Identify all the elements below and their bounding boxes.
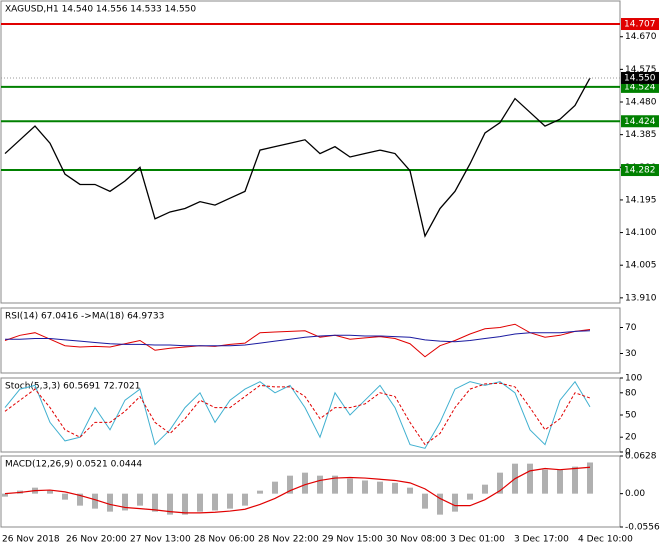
histogram-bar (257, 490, 263, 494)
histogram-bar (422, 493, 428, 509)
histogram-bar (557, 469, 563, 494)
histogram-bar (122, 493, 128, 511)
y-tick-label: 14.480 (625, 98, 657, 108)
histogram-bar (137, 493, 143, 506)
level-label: 14.707 (624, 20, 656, 30)
x-tick-label: 27 Nov 13:00 (130, 535, 191, 545)
histogram-bar (287, 475, 293, 494)
histogram-bar (392, 482, 398, 494)
histogram-bar (347, 478, 353, 494)
histogram-bar (272, 481, 278, 494)
y-tick-label: 14.575 (625, 65, 657, 75)
series-line (4, 382, 591, 446)
level-tag (621, 164, 659, 177)
x-tick-label: 30 Nov 08:00 (386, 535, 447, 545)
x-tick-label: 29 Nov 15:00 (322, 535, 383, 545)
series-line (4, 77, 591, 238)
y-tick-label: 70 (625, 323, 637, 333)
histogram-bar (182, 493, 188, 515)
histogram-bar (407, 487, 413, 494)
histogram-bar (377, 481, 383, 494)
price-label: 14.550 (624, 73, 656, 83)
y-tick-label: 14.670 (625, 32, 657, 42)
histogram-bar (527, 463, 533, 494)
x-tick-label: 28 Nov 06:00 (194, 535, 255, 545)
histogram-bar (77, 493, 83, 506)
panel-title: RSI(14) 67.0416 ->MA(18) 64.9733 (5, 312, 164, 322)
y-tick-label: 14.385 (625, 130, 657, 140)
histogram-bar (227, 493, 233, 509)
histogram-bar (497, 472, 503, 494)
histogram-bar (332, 475, 338, 494)
level-label: 14.282 (624, 166, 656, 176)
histogram-bar (317, 475, 323, 494)
histogram-bar (62, 493, 68, 500)
histogram-bar (242, 493, 248, 506)
x-tick-label: 28 Nov 22:00 (258, 535, 319, 545)
series-line (5, 330, 591, 347)
histogram-bar (2, 493, 8, 497)
panel-title: XAGUSD,H1 14.540 14.556 14.533 14.550 (5, 5, 196, 15)
y-tick-label: 0.0628 (625, 452, 657, 462)
histogram-bar (302, 472, 308, 494)
histogram-bar (587, 462, 593, 494)
histogram-bar (152, 493, 158, 512)
histogram-bar (452, 493, 458, 512)
series-line (4, 466, 591, 514)
level-tag (621, 115, 659, 128)
histogram-bar (107, 493, 113, 512)
y-tick-label: 20 (625, 433, 637, 443)
series-line (4, 323, 591, 358)
histogram-bar (197, 493, 203, 512)
y-tick-label: 14.005 (625, 261, 657, 271)
x-tick-label: 3 Dec 01:00 (450, 535, 505, 545)
histogram-bar (437, 493, 443, 515)
x-tick-label: 26 Nov 20:00 (66, 535, 127, 545)
x-tick-label: 26 Nov 2018 (2, 535, 60, 545)
histogram-bar (47, 490, 53, 494)
y-tick-label: 100 (625, 374, 642, 384)
histogram-bar (467, 493, 473, 500)
y-tick-label: 0 (625, 448, 631, 458)
price-tag (621, 71, 659, 84)
level-tag (621, 18, 659, 31)
series-line (4, 380, 591, 449)
y-tick-label: 14.100 (625, 228, 657, 238)
y-tick-label: 0.00 (625, 489, 645, 499)
x-tick-label: 3 Dec 17:00 (514, 535, 569, 545)
y-tick-label: 30 (625, 349, 637, 359)
histogram-bar (362, 480, 368, 494)
y-tick-label: -0.0556 (625, 523, 660, 533)
panel-title: MACD(12,26,9) 0.0521 0.0444 (5, 460, 142, 470)
panel-title: Stoch(5,3,3) 60.5691 72.7021 (5, 382, 140, 392)
y-tick-label: 80 (625, 388, 637, 398)
y-tick-label: 13.910 (625, 293, 657, 303)
panel (0, 0, 621, 304)
y-tick-label: 50 (625, 411, 637, 421)
histogram-bar (167, 493, 173, 515)
level-label: 14.424 (624, 117, 656, 127)
histogram-bar (92, 493, 98, 509)
histogram-bar (572, 466, 578, 494)
histogram-bar (542, 469, 548, 494)
y-tick-label: 14.195 (625, 195, 657, 205)
panel (0, 307, 621, 374)
panel (0, 377, 621, 453)
level-label: 14.524 (624, 82, 656, 92)
x-tick-label: 4 Dec 10:00 (578, 535, 633, 545)
histogram-bar (212, 493, 218, 511)
histogram-bar (482, 484, 488, 494)
